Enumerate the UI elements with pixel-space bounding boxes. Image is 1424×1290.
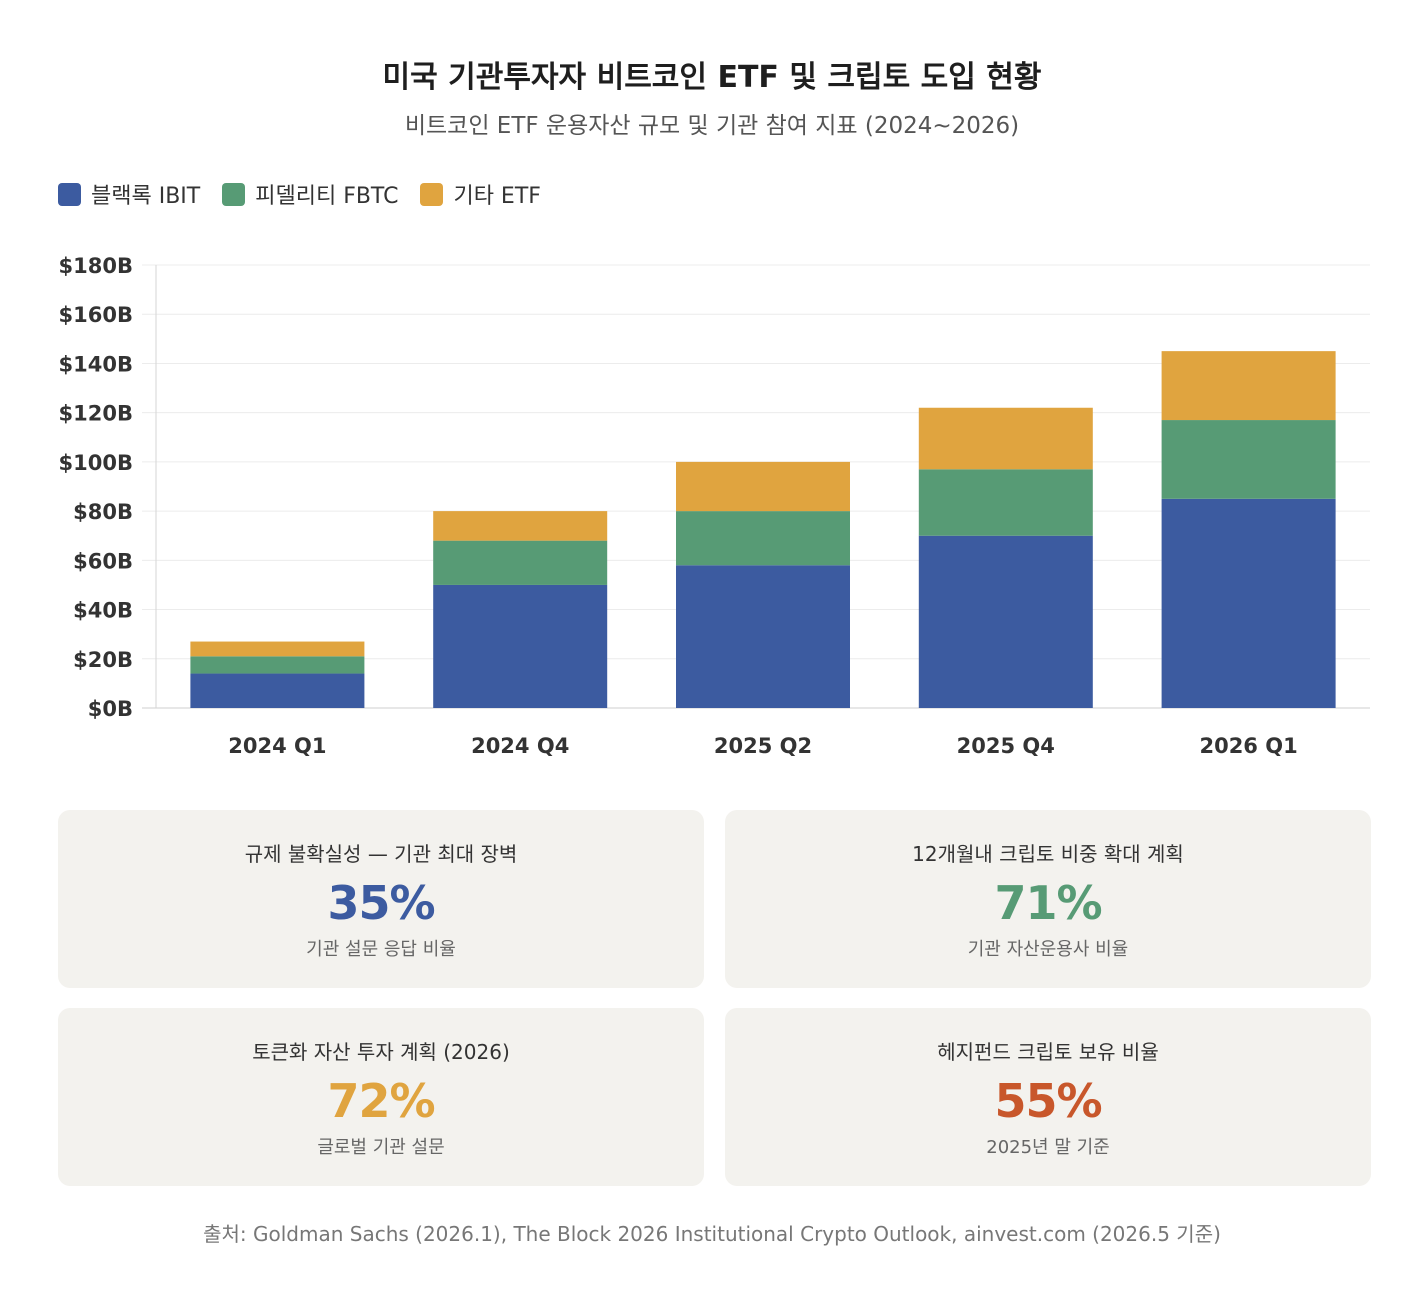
stat-card-tokenization: 토큰화 자산 투자 계획 (2026) 72% 글로벌 기관 설문: [58, 1008, 704, 1186]
x-tick-label: 2024 Q1: [228, 734, 326, 758]
bar-segment: [918, 469, 1093, 536]
bar-segment: [433, 511, 608, 541]
y-tick-label: $100B: [59, 451, 133, 475]
stat-card-note: 기관 자산운용사 비율: [967, 939, 1129, 960]
legend-item-ibit: 블랙록 IBIT: [58, 178, 200, 210]
stat-card-hedgefund: 헤지펀드 크립토 보유 비율 55% 2025년 말 기준: [725, 1008, 1371, 1186]
stat-card-regulation: 규제 불확실성 — 기관 최대 장벽 35% 기관 설문 응답 비율: [58, 810, 704, 988]
bar-segment: [433, 540, 608, 585]
stat-card-label: 규제 불확실성 — 기관 최대 장벽: [244, 842, 518, 866]
stat-card-label: 헤지펀드 크립토 보유 비율: [937, 1040, 1159, 1064]
y-tick-label: $140B: [59, 352, 133, 376]
x-tick-label: 2026 Q1: [1199, 734, 1297, 758]
legend-label-ibit: 블랙록 IBIT: [91, 184, 201, 209]
legend-label-fbtc: 피델리티 FBTC: [255, 184, 399, 209]
y-tick-label: $0B: [88, 697, 133, 721]
bar-segment: [676, 461, 850, 512]
stat-card-label: 토큰화 자산 투자 계획 (2026): [252, 1040, 510, 1064]
stacked-bar-chart: $0B $20B $40B $60B $80B $100B $120B $140B $160B $…: [59, 254, 1370, 758]
stat-card-note: 글로벌 기관 설문: [317, 1137, 445, 1158]
stat-card-expansion: 12개월내 크립토 비중 확대 계획 71% 기관 자산운용사 비율: [725, 810, 1371, 988]
y-tick-label: $40B: [73, 599, 133, 623]
stat-card-note: 2025년 말 기준: [986, 1137, 1110, 1158]
bar-segment: [433, 584, 608, 708]
stat-card-label: 12개월내 크립토 비중 확대 계획: [912, 842, 1184, 866]
stat-card-value: 72%: [327, 1074, 435, 1128]
source-note: 출처: Goldman Sachs (2026.1), The Block 20…: [203, 1222, 1221, 1246]
stat-card-value: 71%: [994, 876, 1102, 930]
y-tick-label: $120B: [59, 402, 133, 426]
bar-segment: [1161, 351, 1336, 421]
bar-segment: [1161, 498, 1336, 708]
legend-swatch-other: [420, 182, 444, 206]
y-tick-label: $60B: [73, 549, 133, 573]
x-tick-label: 2025 Q2: [714, 734, 812, 758]
legend-label-other: 기타 ETF: [453, 184, 541, 209]
chart-legend: 블랙록 IBIT 피델리티 FBTC 기타 ETF: [58, 178, 563, 210]
legend-item-fbtc: 피델리티 FBTC: [222, 178, 398, 210]
y-tick-label: $80B: [73, 500, 133, 524]
legend-swatch-fbtc: [222, 182, 246, 206]
bar-segment: [918, 535, 1093, 708]
page-title: 미국 기관투자자 비트코인 ETF 및 크립토 도입 현황: [382, 60, 1042, 95]
page-subtitle: 비트코인 ETF 운용자산 규모 및 기관 참여 지표 (2024~2026): [404, 113, 1020, 139]
stat-card-note: 기관 설문 응답 비율: [306, 939, 456, 960]
y-tick-label: $160B: [59, 303, 133, 327]
y-tick-label: $20B: [73, 648, 133, 672]
bar-segment: [190, 656, 365, 674]
stat-card-value: 35%: [327, 876, 435, 930]
legend-swatch-ibit: [58, 182, 81, 206]
bar-segment: [918, 407, 1093, 470]
x-tick-label: 2025 Q4: [957, 734, 1055, 758]
legend-item-other: 기타 ETF: [420, 178, 541, 210]
bar-segment: [190, 673, 365, 708]
bar-segment: [676, 511, 850, 566]
bar-segment: [1161, 420, 1336, 499]
x-tick-label: 2024 Q4: [471, 734, 569, 758]
bar-segment: [190, 641, 365, 657]
bar-segment: [676, 565, 850, 708]
stat-card-value: 55%: [994, 1074, 1102, 1128]
y-tick-label: $180B: [59, 254, 133, 278]
